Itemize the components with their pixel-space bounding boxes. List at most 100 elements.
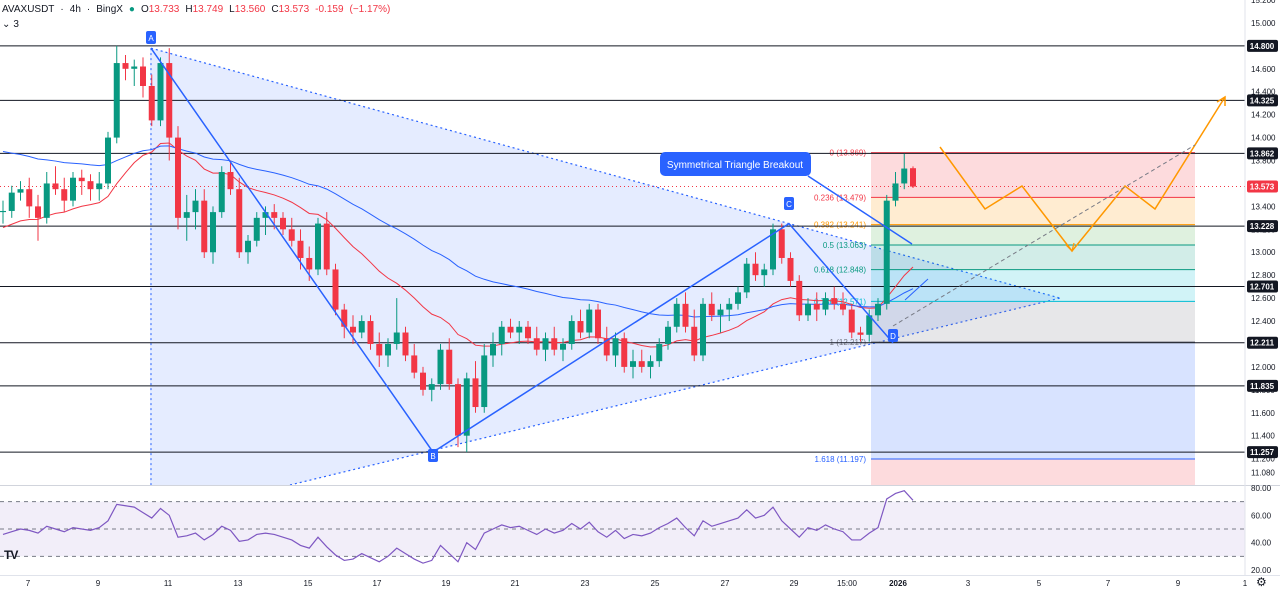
x-tick-label: 27 [721, 579, 730, 588]
candle-body [122, 63, 129, 69]
candle-body [385, 343, 391, 356]
candle-body [542, 338, 549, 350]
candle-body [796, 280, 803, 316]
candle-body [271, 212, 278, 218]
candle-body [472, 378, 479, 408]
candle-body [288, 229, 295, 241]
x-tick-label: 5 [1037, 579, 1042, 588]
rsi-tick-label: 60.00 [1251, 511, 1272, 520]
candle-body [682, 303, 689, 327]
rsi-band-fill [0, 501, 1245, 557]
triangle-lower-trendline [289, 297, 1061, 486]
candle-body [568, 321, 575, 344]
candle-body [148, 85, 155, 121]
candle [778, 223, 785, 264]
tradingview-logo-icon[interactable]: TV [4, 548, 18, 562]
x-tick-label: 15:00 [837, 579, 858, 588]
candle [875, 298, 881, 322]
header-separator: · [60, 4, 64, 15]
level-price-tag: 14.800 [1247, 39, 1278, 52]
chevron-down-icon[interactable]: ⌄ [2, 19, 11, 30]
candle [183, 194, 190, 241]
candle-body [323, 223, 330, 270]
candle [481, 343, 488, 413]
candle-body [332, 269, 339, 310]
fib-level-label: 0.5 (13.063) [823, 241, 866, 250]
candle [87, 174, 94, 201]
candle-body [638, 361, 645, 367]
candle [70, 171, 76, 207]
candle [568, 315, 575, 350]
candle-body [822, 298, 829, 310]
candle [323, 212, 330, 276]
candle [148, 74, 155, 127]
candle [131, 59, 138, 86]
candle [358, 315, 365, 339]
level-price-tag-text: 12.701 [1250, 283, 1275, 292]
level-price-tag-text: 13.228 [1250, 222, 1275, 231]
candle [43, 171, 50, 224]
candle [892, 171, 899, 207]
y-tick-label: 14.600 [1251, 65, 1276, 74]
candle-body [201, 200, 208, 253]
candle [218, 166, 225, 218]
level-price-tag-text: 11.835 [1250, 382, 1275, 391]
candle-body [245, 240, 251, 253]
candle-body [761, 269, 768, 276]
candle-body [490, 343, 496, 356]
interval-label[interactable]: 4h [69, 4, 81, 15]
level-price-tag: 11.835 [1247, 379, 1278, 392]
candle [822, 292, 829, 316]
candle-body [831, 298, 838, 304]
candle [700, 298, 706, 362]
x-tick-label: 3 [966, 579, 971, 588]
pattern-point-d: D [888, 329, 898, 342]
gear-icon[interactable]: ⚙ [1256, 575, 1267, 589]
pattern-point-c: C [784, 197, 794, 210]
candle [350, 315, 356, 344]
header-separator: · [86, 4, 91, 15]
candle [726, 298, 733, 322]
candle-body [533, 338, 540, 350]
candle-body [367, 321, 374, 344]
candle-body [43, 183, 50, 218]
candle [393, 298, 400, 350]
candle-body [647, 361, 654, 367]
candle-body [752, 263, 759, 276]
candle [315, 217, 321, 276]
level-price-tag: 11.257 [1247, 446, 1278, 459]
candle-body [105, 137, 111, 184]
candle-body [157, 63, 164, 121]
candle-body [455, 384, 461, 436]
candle [472, 361, 479, 413]
candle [638, 349, 645, 373]
candle [621, 332, 628, 373]
fib-zone [871, 301, 1195, 343]
candle [192, 189, 199, 230]
rsi-line [2, 490, 914, 564]
candle-body [848, 309, 855, 333]
x-tick-label: 1 [1243, 579, 1248, 588]
candle-body [341, 309, 348, 327]
low-value: 13.560 [234, 4, 266, 15]
x-tick-label: 9 [1176, 579, 1181, 588]
x-tick-label: 9 [96, 579, 101, 588]
low-label: L [229, 4, 235, 15]
candle [288, 217, 295, 247]
open-label: O [140, 4, 149, 15]
fib-zone [871, 152, 1195, 198]
symbol-name[interactable]: AVAXUSDT [2, 4, 55, 15]
candle-body [866, 315, 873, 335]
candle-body [481, 355, 488, 408]
fib-level-label: 0.382 (13.241) [814, 221, 866, 230]
candle-body [743, 263, 750, 293]
indicators-toggle[interactable]: ⌄ 3 [2, 19, 19, 30]
candle-body [507, 326, 514, 333]
candle [612, 332, 619, 367]
pattern-point-b: B [428, 449, 438, 462]
candle-body [210, 212, 216, 253]
level-price-tag-text: 14.325 [1250, 96, 1275, 105]
candle-body [70, 177, 76, 201]
candle-body [665, 326, 671, 344]
